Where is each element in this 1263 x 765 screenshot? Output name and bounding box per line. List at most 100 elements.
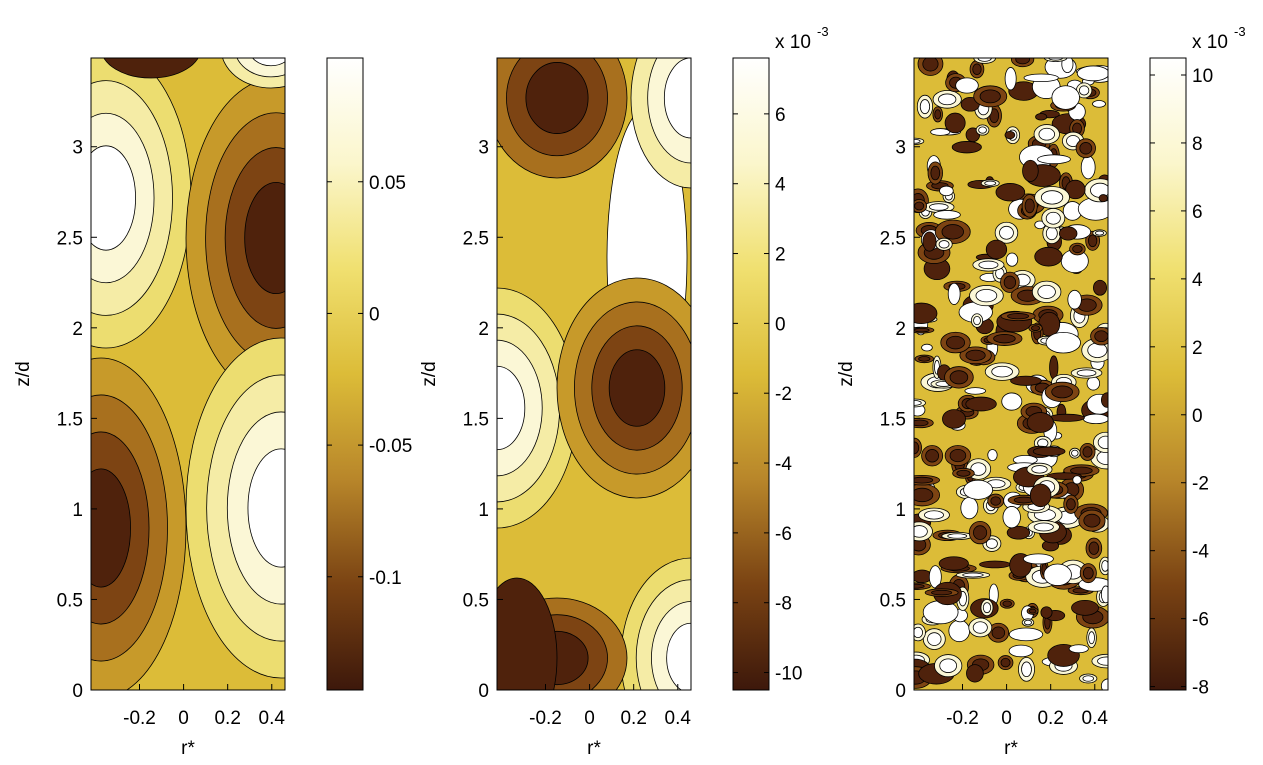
contour-region <box>1035 113 1048 121</box>
contour-region <box>1026 412 1054 433</box>
contour-region <box>1094 330 1108 343</box>
contour-region <box>236 58 285 78</box>
y-tick-label: 2.5 <box>57 228 83 249</box>
contour-region <box>927 632 942 646</box>
contour-region <box>91 468 131 588</box>
contour-region <box>1008 627 1044 642</box>
contour-region <box>973 315 981 326</box>
colorbar-scale: x 10 <box>1192 32 1228 53</box>
contour-field <box>914 58 1108 690</box>
contour-region <box>1097 656 1108 666</box>
colorbar-tick-label: 6 <box>775 105 786 126</box>
contour-region <box>963 479 994 500</box>
contour-region <box>1092 100 1106 108</box>
y-tick-label: 0 <box>895 681 906 702</box>
contour-region <box>1004 67 1017 91</box>
contour-region <box>925 449 940 463</box>
contour-region <box>975 288 998 303</box>
y-tick-label: 1.5 <box>57 409 83 430</box>
contour-region <box>1061 58 1074 74</box>
contour-region <box>962 572 984 578</box>
contour-region <box>914 302 938 324</box>
y-tick-label: 1 <box>895 500 906 521</box>
contour-region <box>1090 182 1108 198</box>
contour-region <box>941 224 964 240</box>
contour-region <box>1038 127 1056 141</box>
x-tick-label: 0.4 <box>665 708 692 729</box>
y-tick-label: 0 <box>478 681 489 702</box>
colorbar-tick-label: -6 <box>775 524 792 545</box>
contour-region <box>1065 179 1086 200</box>
contour-region <box>1078 85 1090 96</box>
contour-region <box>1006 525 1031 540</box>
y-tick-label: 3 <box>895 138 906 159</box>
colorbar-tick-label: -6 <box>1192 610 1209 631</box>
contour-region <box>987 449 998 462</box>
colorbar-tick-label: 0.05 <box>369 173 406 194</box>
contour-region <box>1076 369 1097 377</box>
contour-region <box>1029 483 1052 508</box>
contour-region <box>1071 449 1079 457</box>
contour-region <box>922 231 937 252</box>
colorbar-tick-label: 10 <box>1192 66 1213 87</box>
x-tick-label: -0.2 <box>529 708 562 729</box>
contour-region <box>964 387 987 395</box>
y-tick-label: 2 <box>72 319 83 340</box>
contour-field <box>91 58 285 690</box>
contour-region <box>1040 190 1064 205</box>
contour-region <box>999 225 1014 240</box>
contour-region <box>918 356 931 362</box>
x-tick-label: -0.2 <box>123 708 156 729</box>
y-tick-label: 1.5 <box>880 409 906 430</box>
contour-region <box>1098 194 1108 203</box>
x-tick-label: 0 <box>584 708 595 729</box>
colorbar-scale: x 10 <box>775 32 811 53</box>
contour-region <box>1068 644 1089 654</box>
y-tick-label: 3 <box>72 138 83 159</box>
axes-frame <box>913 57 1109 691</box>
colorbar-tick-label: 0 <box>369 304 380 325</box>
contour-region <box>921 343 933 352</box>
contour-region <box>1032 446 1066 457</box>
contour-region <box>1033 522 1054 532</box>
contour-region <box>1093 279 1107 296</box>
contour-region <box>914 419 929 427</box>
colorbar-tick-label: -2 <box>1192 474 1209 495</box>
contour-region <box>103 58 199 79</box>
x-axis-label: r* <box>1004 738 1018 759</box>
colorbar-tick-label: 6 <box>1192 202 1203 223</box>
x-tick-label: 0 <box>178 708 189 729</box>
colorbar-tick-label: -10 <box>775 664 802 685</box>
contour-region <box>942 409 966 429</box>
x-tick-label: 0.2 <box>620 708 646 729</box>
contour-region <box>947 282 961 305</box>
contour-region <box>1024 198 1035 214</box>
colorbar-tick-label: 4 <box>1192 270 1203 291</box>
contour-field <box>497 58 691 690</box>
contour-region <box>1097 435 1108 450</box>
colorbar <box>326 57 364 691</box>
contour-region <box>972 621 988 634</box>
colorbar-tick-label: 0 <box>1192 406 1203 427</box>
contour-region <box>1010 375 1042 386</box>
contour-region <box>933 210 961 220</box>
contour-region <box>979 89 1001 104</box>
y-tick-label: 1.5 <box>463 409 489 430</box>
contour-region <box>978 260 999 270</box>
y-tick-label: 2 <box>895 319 906 340</box>
contour-region <box>1100 392 1108 408</box>
contour-region <box>1058 226 1078 241</box>
contour-region <box>1087 342 1108 358</box>
contour-region <box>914 327 930 333</box>
contour-region <box>995 183 1026 202</box>
contour-region <box>930 128 951 136</box>
contour-region <box>1045 226 1058 241</box>
contour-region <box>1021 661 1032 678</box>
contour-region <box>1040 606 1053 619</box>
x-axis-label: r* <box>181 738 195 759</box>
contour-region <box>929 203 949 211</box>
contour-region <box>947 533 968 539</box>
y-axis-label: z/d <box>836 361 857 386</box>
contour-region <box>1002 600 1012 607</box>
